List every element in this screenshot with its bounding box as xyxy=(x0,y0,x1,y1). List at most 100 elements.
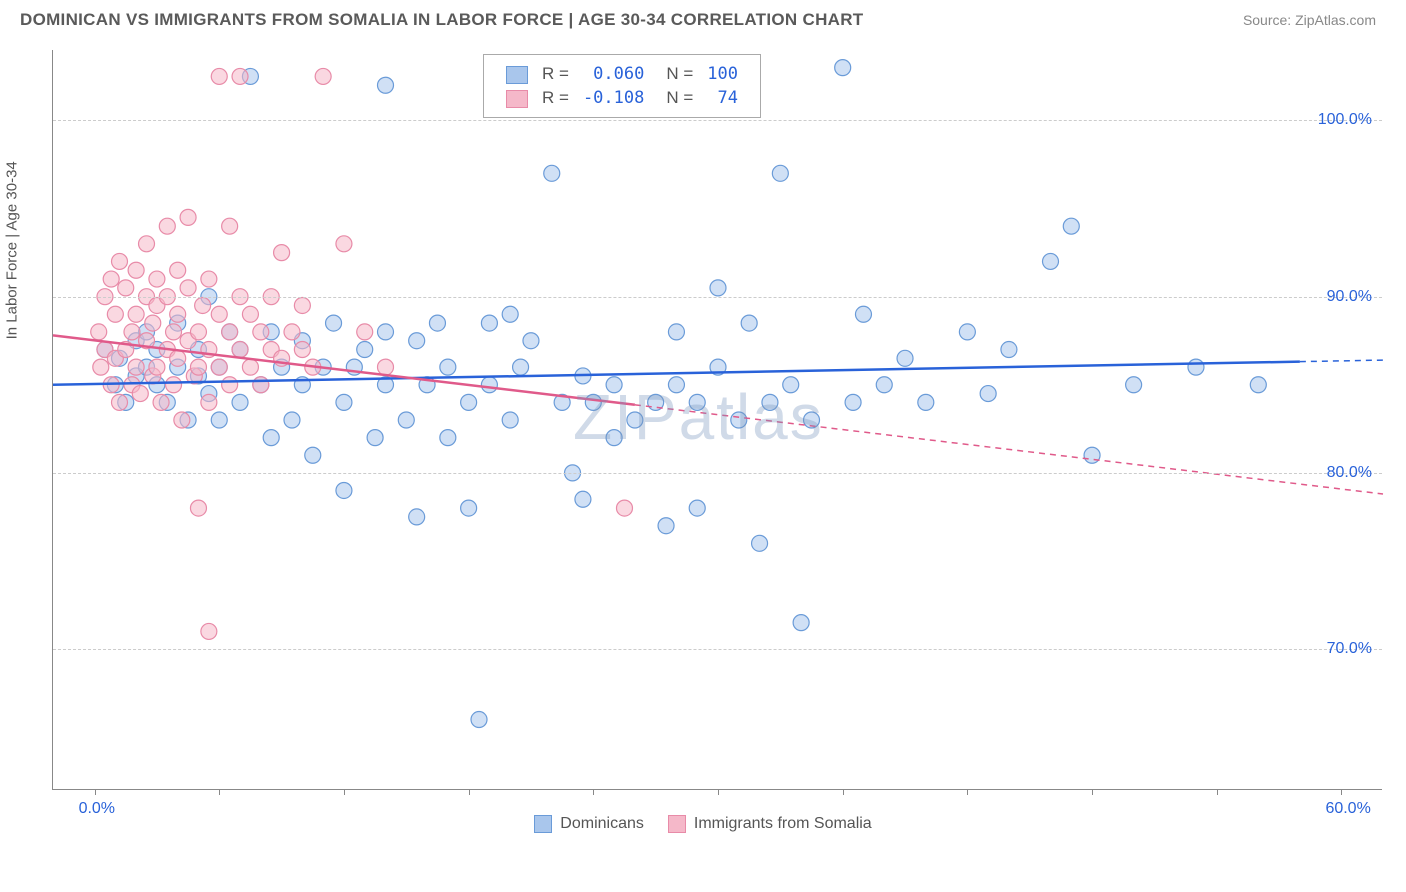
legend-swatch xyxy=(668,815,686,833)
stat-r-value: -0.108 xyxy=(577,87,650,109)
y-tick-label: 90.0% xyxy=(1327,288,1372,306)
scatter-point xyxy=(166,377,182,393)
scatter-point xyxy=(1250,377,1266,393)
scatter-point xyxy=(232,394,248,410)
scatter-point xyxy=(284,324,300,340)
scatter-point xyxy=(174,412,190,428)
scatter-point xyxy=(616,500,632,516)
scatter-point xyxy=(502,412,518,428)
scatter-point xyxy=(145,315,161,331)
scatter-point xyxy=(253,324,269,340)
scatter-point xyxy=(315,68,331,84)
scatter-point xyxy=(793,615,809,631)
scatter-point xyxy=(326,315,342,331)
scatter-point xyxy=(606,430,622,446)
scatter-point xyxy=(544,165,560,181)
scatter-point xyxy=(1001,342,1017,358)
scatter-point xyxy=(502,306,518,322)
scatter-point xyxy=(112,394,128,410)
scatter-point xyxy=(294,342,310,358)
scatter-point xyxy=(897,350,913,366)
scatter-point xyxy=(128,306,144,322)
stat-r-label: R = xyxy=(536,87,575,109)
y-tick-label: 80.0% xyxy=(1327,464,1372,482)
scatter-point xyxy=(305,447,321,463)
scatter-point xyxy=(91,324,107,340)
source-attribution: Source: ZipAtlas.com xyxy=(1243,12,1376,28)
scatter-point xyxy=(575,491,591,507)
scatter-point xyxy=(222,377,238,393)
scatter-point xyxy=(128,262,144,278)
scatter-point xyxy=(274,245,290,261)
scatter-point xyxy=(1126,377,1142,393)
scatter-point xyxy=(959,324,975,340)
x-tick xyxy=(1092,789,1093,795)
scatter-point xyxy=(336,482,352,498)
scatter-point xyxy=(103,271,119,287)
stats-row: R =-0.108N =74 xyxy=(500,87,744,109)
scatter-point xyxy=(336,236,352,252)
stat-n-value: 100 xyxy=(701,63,744,85)
scatter-point xyxy=(668,324,684,340)
regression-line-dashed xyxy=(1300,360,1383,362)
scatter-point xyxy=(357,342,373,358)
scatter-point xyxy=(689,500,705,516)
scatter-point xyxy=(378,77,394,93)
scatter-point xyxy=(166,324,182,340)
scatter-point xyxy=(710,280,726,296)
x-tick xyxy=(1217,789,1218,795)
scatter-point xyxy=(263,430,279,446)
scatter-point xyxy=(180,209,196,225)
scatter-point xyxy=(242,359,258,375)
stat-n-label: N = xyxy=(652,87,699,109)
scatter-point xyxy=(918,394,934,410)
scatter-point xyxy=(378,359,394,375)
scatter-point xyxy=(1043,253,1059,269)
scatter-point xyxy=(731,412,747,428)
stat-r-value: 0.060 xyxy=(577,63,650,85)
scatter-point xyxy=(606,377,622,393)
x-tick xyxy=(967,789,968,795)
scatter-point xyxy=(132,386,148,402)
x-tick xyxy=(718,789,719,795)
scatter-point xyxy=(159,218,175,234)
legend-label: Immigrants from Somalia xyxy=(694,815,872,833)
scatter-point xyxy=(336,394,352,410)
x-tick xyxy=(593,789,594,795)
scatter-point xyxy=(772,165,788,181)
x-tick xyxy=(469,789,470,795)
scatter-point xyxy=(284,412,300,428)
scatter-point xyxy=(1084,447,1100,463)
scatter-point xyxy=(222,324,238,340)
gridline-h xyxy=(53,120,1382,121)
legend-item: Dominicans xyxy=(534,815,644,833)
scatter-point xyxy=(153,394,169,410)
scatter-point xyxy=(440,359,456,375)
scatter-point xyxy=(409,333,425,349)
y-tick-label: 70.0% xyxy=(1327,640,1372,658)
gridline-h xyxy=(53,473,1382,474)
y-tick-label: 100.0% xyxy=(1318,111,1372,129)
scatter-point xyxy=(461,500,477,516)
scatter-point xyxy=(741,315,757,331)
scatter-point xyxy=(357,324,373,340)
chart-title: DOMINICAN VS IMMIGRANTS FROM SOMALIA IN … xyxy=(20,10,864,30)
legend-swatch xyxy=(534,815,552,833)
stat-n-label: N = xyxy=(652,63,699,85)
scatter-point xyxy=(481,315,497,331)
stats-row: R =0.060N =100 xyxy=(500,63,744,85)
scatter-point xyxy=(294,297,310,313)
scatter-point xyxy=(124,324,140,340)
x-tick xyxy=(344,789,345,795)
scatter-point xyxy=(93,359,109,375)
scatter-point xyxy=(232,68,248,84)
scatter-point xyxy=(398,412,414,428)
scatter-point xyxy=(211,412,227,428)
scatter-point xyxy=(855,306,871,322)
scatter-point xyxy=(378,324,394,340)
scatter-point xyxy=(170,350,186,366)
scatter-point xyxy=(170,262,186,278)
scatter-point xyxy=(409,509,425,525)
x-tick xyxy=(843,789,844,795)
scatter-point xyxy=(170,306,186,322)
